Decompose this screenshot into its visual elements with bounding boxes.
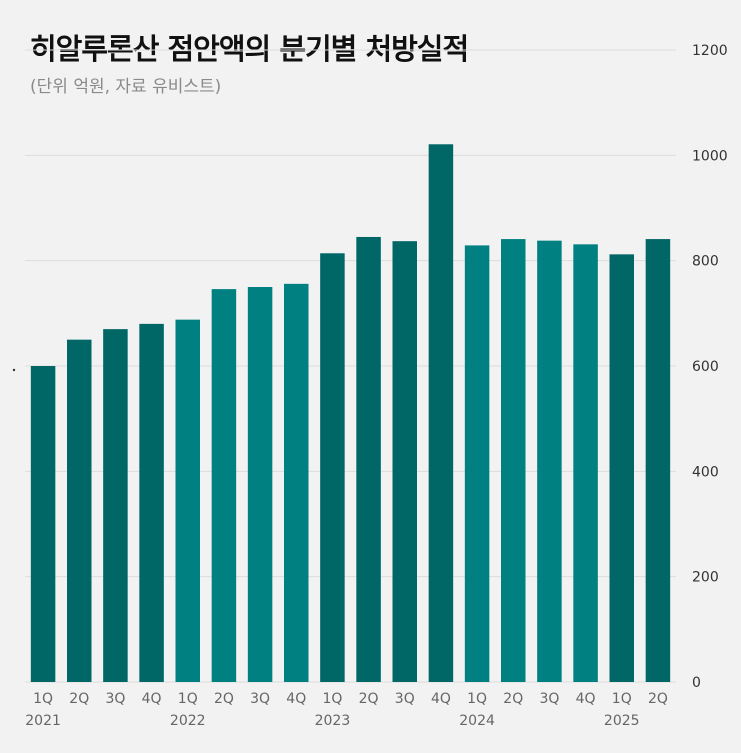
x-tick-label: 2Q: [503, 691, 523, 707]
bar: [247, 287, 273, 682]
year-label: 2024: [459, 713, 495, 729]
y-tick-label: 1000: [692, 148, 728, 164]
y-tick-label: 1200: [692, 43, 728, 59]
bar: [537, 240, 562, 683]
bar: [392, 241, 417, 682]
x-tick-label: 1Q: [612, 691, 632, 707]
x-tick-label: 4Q: [286, 691, 306, 707]
bar: [67, 339, 92, 682]
bar: [284, 283, 309, 682]
bar: [464, 245, 490, 683]
x-tick-label: 2Q: [69, 691, 89, 707]
x-tick-label: 4Q: [576, 691, 596, 707]
x-tick-label: 4Q: [142, 691, 162, 707]
bar: [320, 253, 345, 682]
bar: [501, 239, 526, 682]
y-tick-label: 800: [692, 254, 719, 270]
bar: [645, 239, 671, 682]
bar: [356, 236, 381, 682]
x-tick-label: 1Q: [33, 691, 53, 707]
bar: [30, 366, 56, 682]
year-label: 2023: [315, 713, 351, 729]
y-tick-label: 200: [692, 570, 719, 586]
bar: [175, 319, 200, 682]
bar: [573, 244, 598, 682]
x-tick-label: 1Q: [178, 691, 198, 707]
x-tick-label: 2Q: [214, 691, 234, 707]
bar: [428, 144, 454, 683]
x-tick-label: 2Q: [648, 691, 668, 707]
y-tick-label: 400: [692, 464, 719, 480]
year-label: 2025: [604, 713, 640, 729]
chart-title: 히알루론산 점안액의 분기별 처방실적: [30, 32, 469, 66]
y-tick-label: 0: [692, 675, 701, 691]
year-label: 2022: [170, 713, 206, 729]
x-tick-label: 1Q: [322, 691, 342, 707]
bar: [139, 323, 164, 682]
y-tick-label: 600: [692, 359, 719, 375]
x-tick-label: 3Q: [105, 691, 125, 707]
x-tick-label: 3Q: [250, 691, 270, 707]
x-tick-label: 1Q: [467, 691, 487, 707]
bar: [103, 329, 128, 682]
x-tick-label: 4Q: [431, 691, 451, 707]
bar: [609, 254, 634, 682]
x-tick-label: 2Q: [359, 691, 379, 707]
bar: [211, 289, 237, 682]
x-tick-label: 3Q: [395, 691, 415, 707]
year-label: 2021: [25, 713, 61, 729]
x-tick-label: 3Q: [539, 691, 559, 707]
chart-subtitle: (단위 억원, 자료 유비스트): [30, 77, 222, 97]
stray-dot-mark: [12, 368, 16, 372]
